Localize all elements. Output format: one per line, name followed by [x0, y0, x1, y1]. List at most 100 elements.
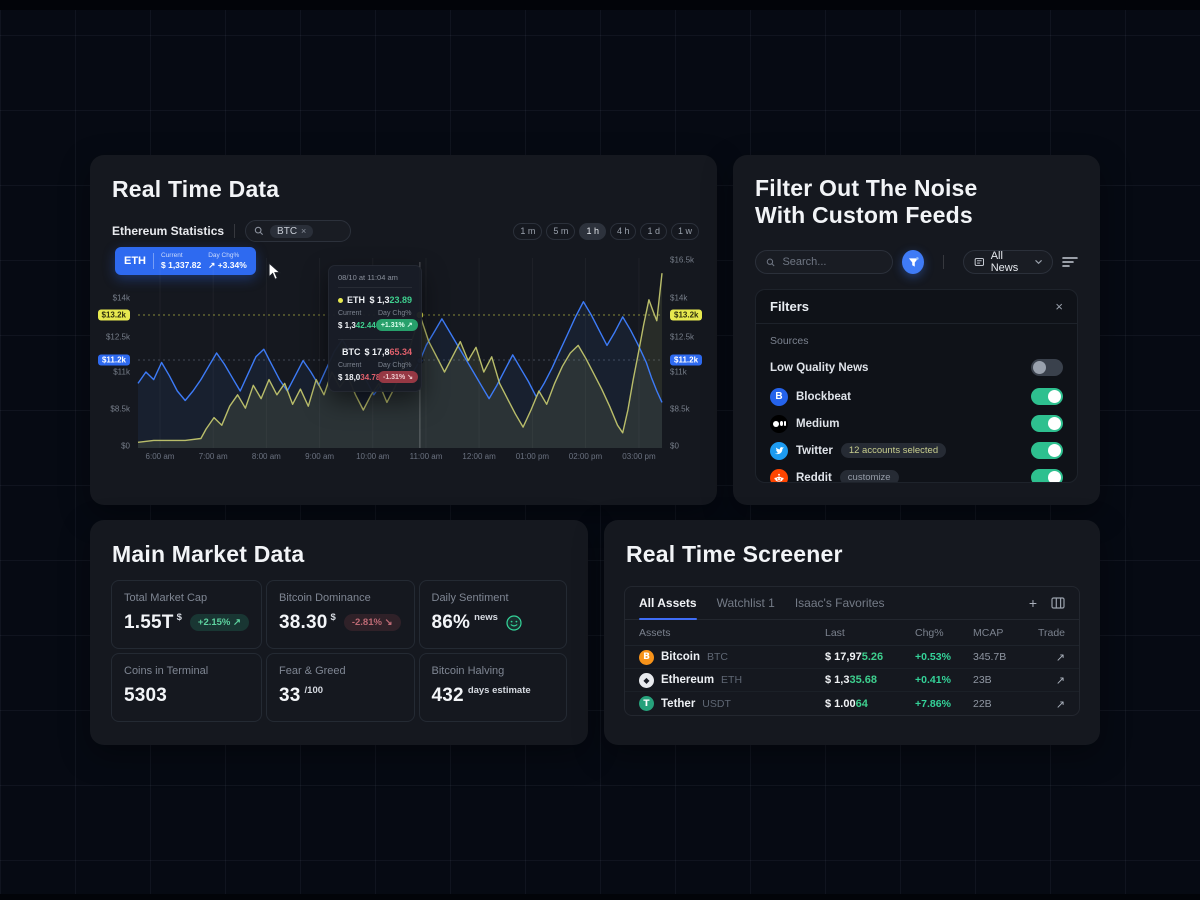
y-tick-label: $16.5k: [670, 255, 695, 265]
trade-arrow-icon[interactable]: ↗: [1055, 651, 1065, 664]
toggle-medium[interactable]: [1031, 415, 1063, 432]
x-tick-label: 03:00 pm: [622, 452, 656, 461]
toggle-knob: [1033, 361, 1046, 374]
screener-tabs: All Assets Watchlist 1 Isaac's Favorites…: [625, 587, 1079, 620]
asset-name: Tether: [661, 697, 696, 710]
tether-icon: T: [639, 696, 654, 711]
timeframe-1m[interactable]: 1 m: [513, 222, 543, 240]
market-cap: 23B: [973, 674, 992, 686]
toggle-twitter[interactable]: [1031, 442, 1063, 459]
twitter-accounts-chip[interactable]: 12 accounts selected: [840, 443, 947, 458]
mouse-cursor: [268, 262, 282, 281]
y-axis-left: $14k $13.2k $12.5k $11.2k $11k $8.5k $0: [90, 258, 134, 451]
change-badge: -2.81% ↘: [343, 614, 401, 631]
timeframe-group: 1 m 5 m 1 h 4 h 1 d 1 w: [513, 222, 699, 240]
filter-label: Reddit: [796, 471, 832, 483]
table-row-tether[interactable]: T Tether USDT $ 1.0064 +7.86% 22B ↗: [625, 692, 1079, 715]
btc-filter-chip[interactable]: BTC ×: [270, 224, 314, 238]
current-label: Current: [161, 251, 183, 259]
col-trade: Trade: [1037, 626, 1065, 639]
ethereum-icon: ◆: [639, 672, 654, 688]
ethereum-statistics-label: Ethereum Statistics: [112, 224, 225, 238]
market-cap: 345.7B: [973, 651, 1007, 663]
up-arrow-icon: ↗: [406, 322, 413, 329]
trade-arrow-icon[interactable]: ↗: [1055, 674, 1065, 687]
eth-symbol: ETH: [124, 255, 146, 267]
blockbeat-icon: B: [770, 387, 788, 406]
y-tick-label: $14k: [670, 293, 688, 303]
tab-isaacs-favorites[interactable]: Isaac's Favorites: [794, 596, 885, 610]
timeframe-5m[interactable]: 5 m: [546, 222, 576, 240]
table-row-ethereum[interactable]: ◆ Ethereum ETH $ 1,335.68 +0.41% 23B ↗: [625, 669, 1079, 692]
table-row-bitcoin[interactable]: B Bitcoin BTC $ 17,975.26 +0.53% 345.7B …: [625, 646, 1079, 669]
timeframe-4h[interactable]: 4 h: [609, 222, 637, 240]
panel-main-market-data: Main Market Data Total Market Cap 1.55T …: [90, 520, 588, 745]
card-fear-greed: Fear & Greed 33 /100: [266, 653, 415, 722]
y-tick-label: $0: [121, 441, 130, 451]
filter-row-blockbeat: B Blockbeat: [770, 386, 1063, 407]
card-label: Coins in Terminal: [124, 665, 209, 677]
last-price: $ 1.0064: [825, 697, 868, 710]
chart-search-input[interactable]: BTC ×: [245, 220, 352, 242]
y-tick-label: $12.5k: [105, 332, 130, 342]
columns-icon[interactable]: [1051, 597, 1065, 609]
col-assets: Assets: [639, 626, 671, 639]
card-label: Fear & Greed: [279, 665, 346, 677]
chip-close-icon[interactable]: ×: [301, 226, 307, 236]
card-label: Bitcoin Dominance: [279, 592, 371, 604]
tab-all-assets[interactable]: All Assets: [639, 587, 697, 620]
all-news-dropdown[interactable]: All News: [963, 250, 1053, 274]
x-tick-label: 11:00 am: [409, 452, 443, 461]
asset-ticker: USDT: [702, 697, 731, 710]
divider: [234, 224, 236, 238]
close-icon[interactable]: ×: [1055, 299, 1063, 314]
y-tick-label: $13.2k: [97, 309, 130, 321]
up-arrow-icon: ↗: [208, 259, 216, 270]
y-tick-label: $8.5k: [110, 404, 130, 414]
filter-label: Blockbeat: [796, 390, 851, 403]
timeframe-1w[interactable]: 1 w: [670, 222, 699, 240]
filter-button[interactable]: [902, 250, 925, 274]
x-tick-label: 8:00 am: [251, 452, 281, 461]
toggle-low-quality-news[interactable]: [1031, 359, 1063, 376]
y-tick-label: $0: [670, 441, 679, 451]
change-pct: +0.53%: [915, 651, 951, 663]
asset-ticker: ETH: [721, 674, 743, 686]
x-tick-label: 9:00 am: [305, 452, 335, 461]
asset-name: Ethereum: [661, 674, 715, 686]
daychg-pct: +3.34%: [217, 259, 247, 270]
y-tick-label: $12.5k: [670, 332, 695, 342]
btc-daychg-badge: -1.31% ↘: [378, 371, 419, 383]
news-search-input[interactable]: [782, 256, 883, 268]
last-price: $ 1,335.68: [825, 674, 877, 686]
add-watchlist-button[interactable]: +: [1028, 595, 1037, 611]
reddit-customize-chip[interactable]: customize: [839, 470, 899, 482]
toggle-knob: [1048, 390, 1061, 403]
chart-tooltip: 08/10 at 11:04 am ETH $ 1,323.89 Current…: [328, 265, 422, 392]
daychg-label: Day Chg%: [208, 251, 240, 259]
filter-label: Twitter: [796, 444, 833, 457]
feed-sort-button[interactable]: [1062, 256, 1078, 268]
timeframe-1h[interactable]: 1 h: [579, 222, 606, 240]
trade-arrow-icon[interactable]: ↗: [1055, 697, 1065, 711]
toggle-blockbeat[interactable]: [1031, 388, 1063, 405]
eth-price: $ 1,323.89: [369, 295, 412, 305]
timeframe-1d[interactable]: 1 d: [640, 222, 667, 240]
tooltip-timestamp: 08/10 at 11:04 am: [338, 273, 412, 288]
news-search-field[interactable]: [755, 250, 894, 274]
tooltip-eth-labels: Current Day Chg%: [338, 310, 412, 317]
y-tick-label: $11.2k: [670, 354, 703, 366]
down-arrow-icon: ↘: [384, 617, 393, 628]
card-label: Bitcoin Halving: [431, 665, 505, 677]
toggle-knob: [1048, 417, 1061, 430]
reddit-icon: [770, 468, 788, 482]
market-cards-grid: Total Market Cap 1.55T $ +2.15% ↗ Bitcoi…: [111, 580, 567, 722]
toggle-reddit[interactable]: [1031, 469, 1063, 482]
y-tick-label: $11k: [113, 367, 130, 377]
btc-price: $ 17,865.34: [364, 347, 413, 357]
tooltip-btc-row: BTC $ 17,865.34: [338, 347, 412, 357]
tab-watchlist-1[interactable]: Watchlist 1: [716, 596, 775, 610]
y-tick-label: $13.2k: [670, 309, 703, 321]
eth-price-badge[interactable]: ETH Current $ 1,337.82 Day Chg% ↗ +3.34%: [115, 247, 256, 275]
